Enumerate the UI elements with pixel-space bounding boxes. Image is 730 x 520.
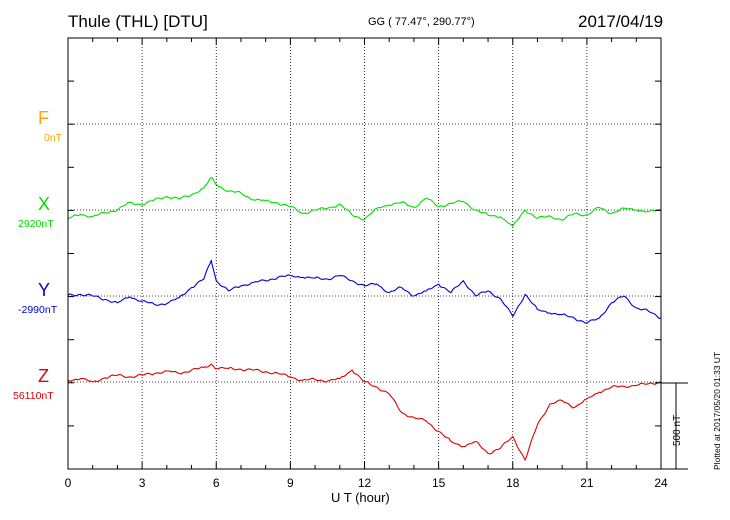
x-tick-label: 15 <box>432 476 446 490</box>
x-tick-label: 0 <box>65 476 72 490</box>
plot-frame <box>67 37 662 470</box>
x-tick-label: 24 <box>654 476 668 490</box>
scale-bar <box>661 382 688 470</box>
series-lines <box>67 176 662 461</box>
series-baseline-x: 2920nT <box>18 218 54 230</box>
series-name-f: F <box>38 108 49 128</box>
x-axis-label: U T (hour) <box>331 490 390 505</box>
plotted-timestamp: Plotted at 2017/05/20 01:33 UT <box>712 351 722 470</box>
x-tick-label: 21 <box>580 476 594 490</box>
series-label-z: Z <box>38 366 49 387</box>
series-label-y: Y <box>38 280 50 301</box>
scale-bar-label: 500 nT <box>672 414 683 446</box>
grid-lines <box>68 38 661 469</box>
x-tick-label: 12 <box>358 476 372 490</box>
x-tick-label: 18 <box>506 476 520 490</box>
x-tick-label: 6 <box>213 476 220 490</box>
x-tick-label: 9 <box>287 476 294 490</box>
chart-date: 2017/04/19 <box>578 12 664 31</box>
series-label-x: X <box>38 194 50 215</box>
series-baseline-f: 0nT <box>44 132 63 144</box>
x-tick-label: 3 <box>139 476 146 490</box>
series-line-y <box>67 259 662 324</box>
series-line-x <box>67 176 662 227</box>
series-name-z: Z <box>38 366 49 386</box>
series-line-z <box>67 363 662 461</box>
geographic-coordinates: GG ( 77.47°, 290.77°) <box>368 16 475 28</box>
series-baseline-z: 56110nT <box>13 390 54 402</box>
series-name-x: X <box>38 194 51 214</box>
series-label-f: F <box>38 108 49 129</box>
x-tick-labels: 0 3 6 9 12 15 18 21 24 <box>65 476 668 490</box>
series-name-y: Y <box>38 280 51 300</box>
series-baseline-y: -2990nT <box>18 304 58 316</box>
station-title: Thule (THL) [DTU] <box>68 12 208 31</box>
